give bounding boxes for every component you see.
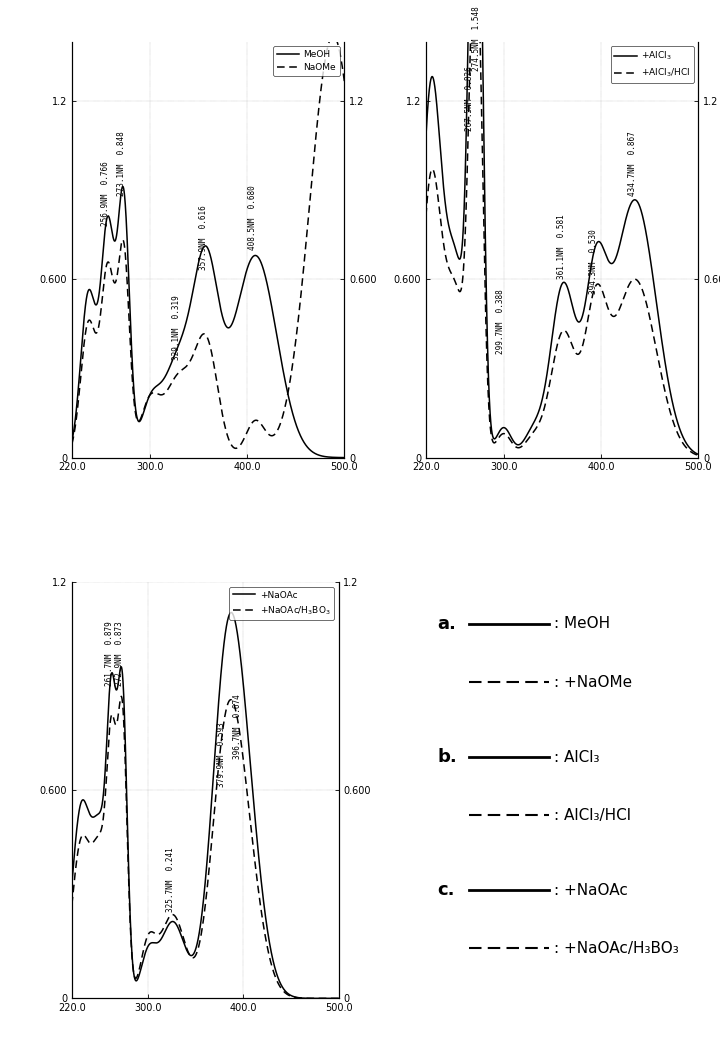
Text: 357.9NM  0.616: 357.9NM 0.616 — [199, 206, 208, 270]
Text: 325.7NM  0.241: 325.7NM 0.241 — [166, 847, 174, 912]
Text: : +NaOAc/H₃BO₃: : +NaOAc/H₃BO₃ — [554, 941, 679, 956]
Legend: MeOH, NaOMe: MeOH, NaOMe — [273, 46, 340, 76]
Text: 329.1NM  0.319: 329.1NM 0.319 — [171, 294, 181, 360]
Text: a.: a. — [437, 615, 456, 633]
Text: c.: c. — [437, 881, 454, 900]
Text: 361.1NM  0.581: 361.1NM 0.581 — [557, 214, 566, 280]
Text: 379.9NM  0.593: 379.9NM 0.593 — [217, 722, 226, 787]
Text: 434.7NM  0.867: 434.7NM 0.867 — [628, 131, 636, 197]
Text: 394.3NM  0.530: 394.3NM 0.530 — [589, 230, 598, 294]
Text: 299.7NM  0.388: 299.7NM 0.388 — [497, 289, 505, 354]
Text: : AlCl₃/HCl: : AlCl₃/HCl — [554, 808, 631, 823]
Text: 274.5NM  1.548: 274.5NM 1.548 — [472, 6, 481, 72]
Text: 273.1NM  0.848: 273.1NM 0.848 — [117, 131, 126, 197]
Text: : MeOH: : MeOH — [554, 617, 611, 631]
Text: b.: b. — [437, 748, 457, 766]
Text: 396.7NM  0.674: 396.7NM 0.674 — [233, 695, 242, 759]
Text: : +NaOAc: : +NaOAc — [554, 883, 629, 898]
Text: 261.7NM  0.879: 261.7NM 0.879 — [104, 622, 114, 686]
Text: 256.9NM  0.766: 256.9NM 0.766 — [101, 161, 109, 226]
Legend: +AlCl$_3$, +AlCl$_3$/HCl: +AlCl$_3$, +AlCl$_3$/HCl — [611, 46, 694, 83]
Text: : AlCl₃: : AlCl₃ — [554, 750, 600, 764]
Text: 408.5NM  0.680: 408.5NM 0.680 — [248, 185, 258, 250]
Text: 267.5NM  0.826: 267.5NM 0.826 — [465, 66, 474, 131]
Text: : +NaOMe: : +NaOMe — [554, 675, 633, 690]
Text: 272.9NM  0.873: 272.9NM 0.873 — [115, 622, 124, 686]
Legend: +NaOAc, +NaOAc/H$_3$BO$_3$: +NaOAc, +NaOAc/H$_3$BO$_3$ — [229, 587, 334, 620]
